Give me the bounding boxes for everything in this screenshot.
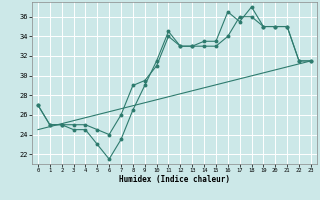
X-axis label: Humidex (Indice chaleur): Humidex (Indice chaleur) bbox=[119, 175, 230, 184]
